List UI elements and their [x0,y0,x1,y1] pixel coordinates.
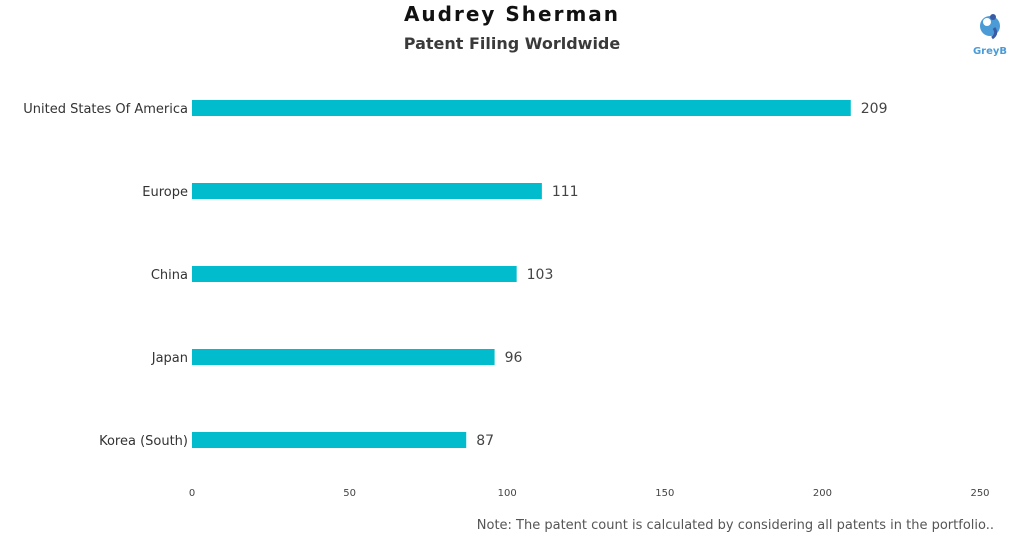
data-label: 103 [527,267,554,283]
bar [192,349,495,365]
data-label: 87 [476,433,494,449]
category-label: China [151,268,188,283]
x-tick-label: 150 [655,488,674,499]
greyb-logo-icon [980,14,1000,40]
x-tick-label: 200 [813,488,832,499]
data-label: 111 [552,184,579,200]
logo-text: GreyB [972,46,1008,57]
category-label: United States Of America [23,102,188,117]
bar [192,100,851,116]
bar [192,183,542,199]
x-tick-label: 0 [189,488,195,499]
category-label: Korea (South) [99,434,188,449]
data-label: 209 [861,101,888,117]
x-tick-label: 250 [970,488,989,499]
chart-title: Audrey Sherman [403,2,621,26]
category-label: Japan [151,351,188,366]
data-label: 96 [505,350,523,366]
chart-subtitle: Patent Filing Worldwide [403,34,621,53]
footnote: Note: The patent count is calculated by … [476,518,994,533]
x-tick-label: 50 [343,488,356,499]
x-tick-label: 100 [498,488,517,499]
category-label: Europe [142,185,188,200]
bar [192,266,517,282]
greyb-logo: GreyB [968,12,1012,64]
bar [192,432,467,448]
